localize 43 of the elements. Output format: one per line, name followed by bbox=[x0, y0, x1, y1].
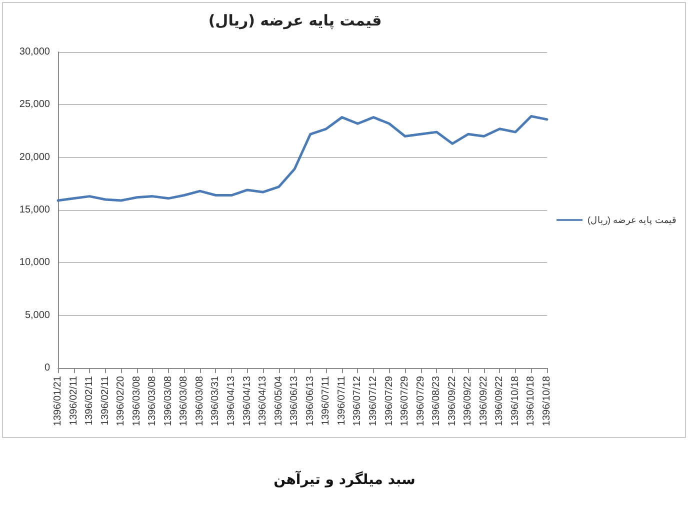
y-tick-label: 15,000 bbox=[19, 204, 50, 216]
x-tick-label: 1396/02/11 bbox=[84, 376, 96, 426]
x-tick-label: 1396/07/29 bbox=[400, 376, 411, 426]
x-tick-label: 1396/07/29 bbox=[415, 376, 426, 426]
x-tick-label: 1396/09/22 bbox=[462, 376, 474, 426]
x-tick-label: 1396/03/31 bbox=[210, 376, 222, 426]
chart-title: قیمت پایه عرضه (ریال) bbox=[208, 12, 382, 30]
x-tick-label: 1396/08/23 bbox=[431, 376, 442, 426]
text: سبد میلگرد و تیرآهن bbox=[272, 472, 416, 488]
x-tick-label: 1396/10/18 bbox=[510, 376, 521, 426]
y-tick-label: 30,000 bbox=[19, 46, 50, 58]
x-tick-label: 1396/03/08 bbox=[131, 376, 142, 426]
x-tick-label: 1396/07/12 bbox=[368, 376, 379, 426]
y-tick-label: 5,000 bbox=[24, 310, 50, 321]
x-tick-label: 1396/06/13 bbox=[304, 376, 316, 426]
x-tick-label: 1396/02/11 bbox=[68, 376, 80, 426]
x-tick-label: 1396/01/21 bbox=[52, 376, 64, 426]
x-tick-label: 1396/07/12 bbox=[352, 376, 364, 426]
x-tick-label: 1396/10/18 bbox=[526, 376, 537, 426]
x-tick-label: 1396/07/11 bbox=[320, 376, 332, 426]
legend-label: قیمت پایه عرضه (ریال) bbox=[588, 215, 676, 226]
x-tick-label: 1396/04/13 bbox=[258, 376, 269, 426]
y-tick-label: 10,000 bbox=[19, 257, 50, 268]
x-tick-label: 1396/10/18 bbox=[542, 376, 552, 426]
x-tick-label: 1396/03/08 bbox=[162, 376, 174, 426]
x-tick-label: 1396/09/22 bbox=[494, 376, 506, 426]
x-tick-label: 1396/07/29 bbox=[384, 376, 395, 426]
y-tick-label: 25,000 bbox=[19, 99, 50, 110]
x-tick-label: 1396/09/22 bbox=[478, 376, 490, 426]
x-tick-label: 1396/06/13 bbox=[289, 376, 300, 426]
x-tick-label: 1396/07/11 bbox=[336, 376, 348, 426]
y-tick-label: 20,000 bbox=[19, 152, 50, 163]
x-tick-label: 1396/05/04 bbox=[273, 376, 284, 426]
x-tick-label: 1396/04/13 bbox=[242, 376, 253, 426]
line-series bbox=[56, 115, 548, 202]
x-tick-label: 1396/04/13 bbox=[226, 376, 238, 426]
y-tick-label: 0 bbox=[44, 362, 50, 374]
x-tick-label: 1396/09/22 bbox=[446, 376, 458, 426]
x-tick-label: 1396/03/08 bbox=[194, 376, 206, 426]
x-tick-label: 1396/02/20 bbox=[116, 376, 127, 426]
x-tick-label: 1396/03/08 bbox=[147, 376, 158, 426]
x-tick-label: 1396/03/08 bbox=[178, 376, 190, 426]
x-tick-label: 1396/02/11 bbox=[100, 376, 111, 426]
